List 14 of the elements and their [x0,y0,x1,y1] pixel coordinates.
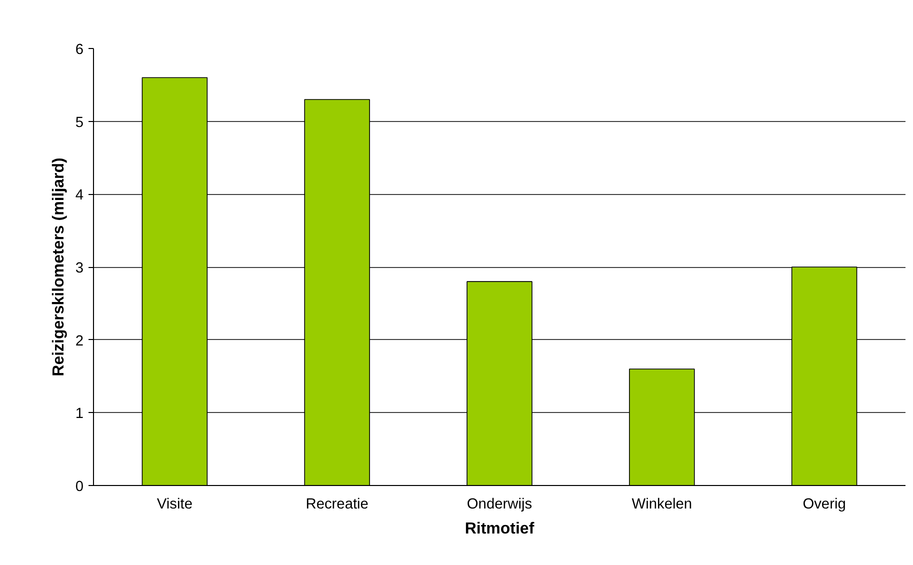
x-tick-label: Recreatie [306,496,368,512]
x-tick-label: Visite [156,496,192,512]
y-tick-label: 2 [75,333,84,350]
y-tick-label: 0 [75,479,84,495]
x-axis-title: Ritmotief [464,520,535,538]
y-tick-label: 5 [75,114,84,131]
y-tick-label: 6 [75,42,84,58]
x-tick-label: Onderwijs [466,496,532,512]
y-tick-label: 1 [75,406,84,422]
x-tick-label: Winkelen [632,496,692,512]
x-tick-label: Overig [802,496,846,512]
y-tick-label: 3 [75,260,84,276]
y-tick-label: 4 [75,188,84,204]
y-axis-title: Reizigerskilometers (miljard) [50,158,68,376]
